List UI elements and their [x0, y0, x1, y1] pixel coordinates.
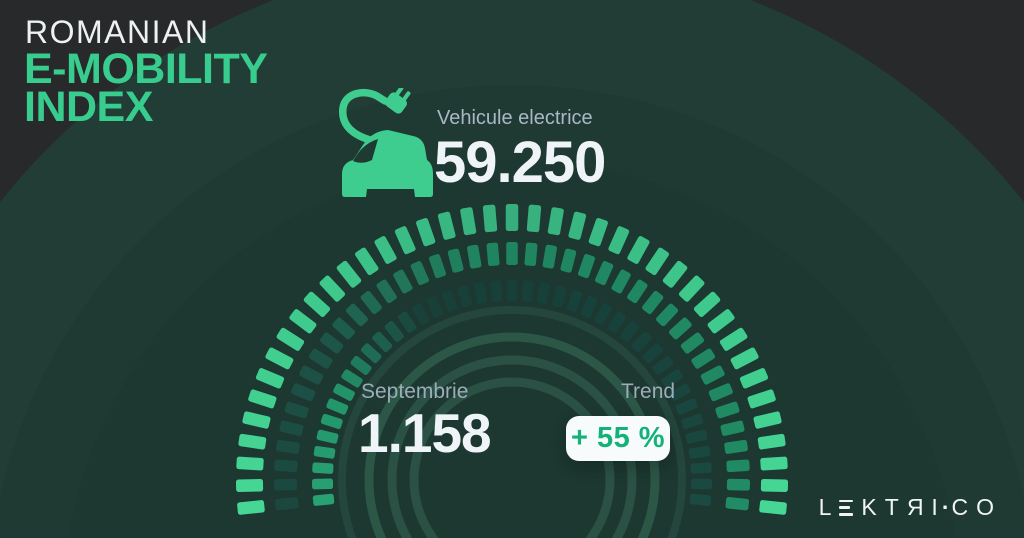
logo-letter-r: R: [906, 494, 924, 520]
logo-letter-k: K: [861, 494, 877, 520]
title-line-emobility: E-MOBILITY: [24, 45, 268, 93]
charging-plug: [384, 88, 411, 114]
logo-letter-l: L: [818, 494, 832, 520]
trend-label: Trend: [621, 380, 676, 403]
month-value: 1.158: [358, 402, 492, 464]
lektrico-logo: L K T R I · C O: [818, 494, 994, 520]
tick-ring-outer: [235, 204, 789, 515]
trend-value: + 55 %: [570, 422, 666, 454]
month-label: Septembrie: [361, 380, 469, 403]
tick-ring-inner: [311, 280, 713, 506]
logo-letter-e: [839, 499, 854, 516]
logo-letter-o: O: [976, 494, 994, 520]
charging-cable: [339, 89, 389, 144]
vehicles-value: 59.250: [434, 130, 606, 195]
trend-badge: + 55 %: [566, 416, 670, 461]
logo-dot: ·: [941, 494, 950, 520]
logo-letter-c: C: [951, 494, 969, 520]
car-silhouette: [342, 130, 433, 197]
logo-letter-i: I: [931, 494, 938, 520]
ev-charger-icon: [339, 88, 433, 197]
tick-ring-middle: [273, 242, 751, 511]
vehicles-label: Vehicule electrice: [437, 107, 593, 129]
car-window: [353, 139, 378, 163]
title-line-index: INDEX: [24, 83, 153, 131]
thin-rings: [338, 306, 686, 538]
title-line-romanian: ROMANIAN: [25, 14, 210, 50]
logo-letter-t: T: [884, 494, 899, 520]
